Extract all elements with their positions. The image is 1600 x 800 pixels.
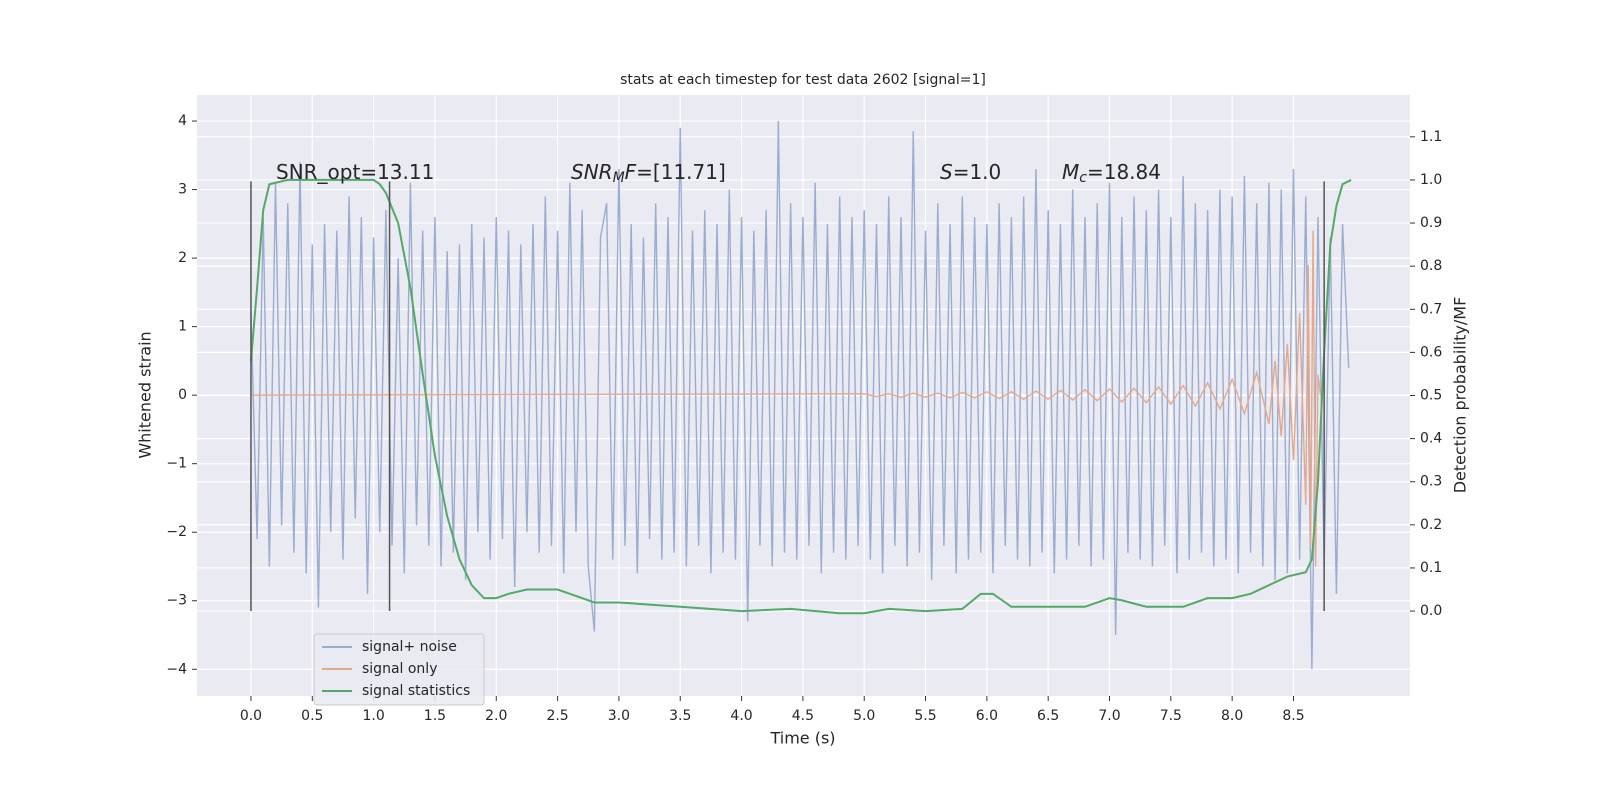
y2-tick-label: 0.4 bbox=[1420, 431, 1442, 447]
annotation-part: S bbox=[940, 160, 953, 184]
y2-tick-label: 0.7 bbox=[1420, 301, 1442, 317]
y2-tick-label: 1.0 bbox=[1420, 172, 1442, 188]
x-tick-label: 0.5 bbox=[301, 708, 323, 724]
y-tick-label: 1 bbox=[178, 319, 187, 335]
x-tick-label: 2.0 bbox=[485, 708, 507, 724]
x-tick-label: 7.0 bbox=[1098, 708, 1120, 724]
x-tick-label: 5.5 bbox=[914, 708, 936, 724]
y-tick-label: −1 bbox=[166, 456, 187, 472]
x-tick-label: 3.0 bbox=[608, 708, 630, 724]
y2-tick-label: 0.8 bbox=[1420, 258, 1442, 274]
x-tick-label: 3.5 bbox=[669, 708, 691, 724]
legend-box bbox=[313, 633, 485, 706]
y2-tick-label: 1.1 bbox=[1420, 129, 1442, 145]
annotation-part: =[11.71] bbox=[636, 160, 726, 184]
x-tick-label: 6.5 bbox=[1037, 708, 1059, 724]
annotation-part: c bbox=[1079, 170, 1087, 186]
y2-tick-label: 0.6 bbox=[1420, 344, 1442, 360]
x-tick-label: 6.0 bbox=[976, 708, 998, 724]
y-tick-label: 3 bbox=[178, 182, 187, 198]
y-tick-label: 4 bbox=[178, 113, 187, 129]
x-tick-label: 0.0 bbox=[240, 708, 262, 724]
x-tick-label: 7.5 bbox=[1160, 708, 1182, 724]
y2-tick-label: 0.2 bbox=[1420, 517, 1442, 533]
x-tick-label: 4.5 bbox=[792, 708, 814, 724]
y-axis-label: Whitened strain bbox=[136, 331, 155, 458]
x-tick-label: 1.0 bbox=[362, 708, 384, 724]
annotation-part: M bbox=[613, 170, 625, 186]
annotation-part: SNR bbox=[571, 160, 613, 184]
x-tick-label: 4.0 bbox=[730, 708, 752, 724]
annotation-part: =1.0 bbox=[953, 160, 1002, 184]
x-tick-label: 1.5 bbox=[424, 708, 446, 724]
y2-axis-label: Detection probability/MF bbox=[1451, 297, 1470, 494]
x-tick-label: 8.0 bbox=[1221, 708, 1243, 724]
series-line bbox=[250, 121, 1350, 670]
annotation-part: =18.84 bbox=[1087, 160, 1161, 184]
legend-label: signal only bbox=[362, 661, 437, 677]
annotation-part: SNR_opt=13.11 bbox=[276, 160, 434, 184]
x-tick-label: 5.0 bbox=[853, 708, 875, 724]
y-tick-label: −3 bbox=[166, 593, 187, 609]
legend-label: signal+ noise bbox=[362, 639, 457, 655]
x-tick-label: 8.5 bbox=[1282, 708, 1304, 724]
x-axis-label: Time (s) bbox=[769, 729, 835, 748]
y2-tick-label: 0.0 bbox=[1420, 603, 1442, 619]
annotation-part: F bbox=[625, 160, 637, 184]
y-tick-label: −2 bbox=[166, 524, 187, 540]
annotation: Mc=18.84 bbox=[1062, 160, 1161, 187]
annotation: SNR_opt=13.11 bbox=[276, 160, 434, 184]
y-tick-label: 0 bbox=[178, 387, 187, 403]
y2-tick-label: 0.1 bbox=[1420, 560, 1442, 576]
y2-tick-label: 0.3 bbox=[1420, 474, 1442, 490]
annotation: SNRMF=[11.71] bbox=[571, 160, 726, 187]
chart-title: stats at each timestep for test data 260… bbox=[620, 72, 986, 88]
y-tick-label: 2 bbox=[178, 250, 187, 266]
y-tick-label: −4 bbox=[166, 661, 187, 677]
y2-tick-label: 0.9 bbox=[1420, 215, 1442, 231]
series-line bbox=[249, 178, 1352, 615]
y2-tick-label: 0.5 bbox=[1420, 388, 1442, 404]
legend-label: signal statistics bbox=[362, 683, 470, 699]
series-line bbox=[250, 230, 1322, 567]
annotation: S=1.0 bbox=[940, 160, 1001, 184]
annotation-part: M bbox=[1062, 160, 1079, 184]
x-tick-label: 2.5 bbox=[546, 708, 568, 724]
